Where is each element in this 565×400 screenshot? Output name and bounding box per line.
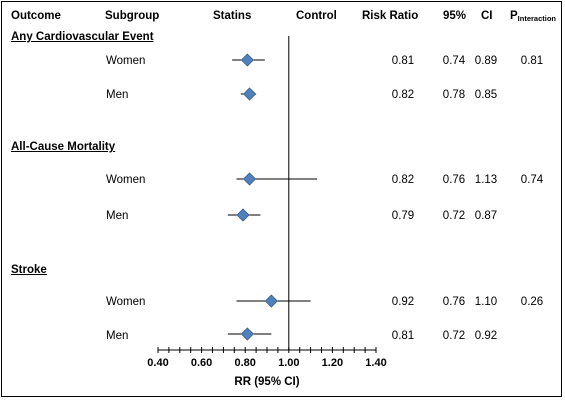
row-subgroup-2-1: Men	[106, 330, 129, 342]
row-subgroup-2-0: Women	[106, 296, 146, 308]
header-p-main: P	[510, 10, 518, 22]
row-subgroup-1-1: Men	[106, 210, 129, 222]
header-subgroup: Subgroup	[105, 10, 160, 22]
estimate-marker-0-0	[240, 53, 254, 67]
row-rr-1-0: 0.82	[391, 174, 415, 186]
x-tick-label: 1.00	[278, 357, 300, 369]
row-high-0-0: 0.89	[474, 55, 498, 67]
header-control: Control	[296, 10, 337, 22]
header-outcome: Outcome	[11, 10, 61, 22]
row-high-1-1: 0.87	[474, 210, 498, 222]
row-low-2-0: 0.76	[442, 296, 466, 308]
header-ci-low: 95%	[443, 10, 467, 22]
row-low-2-1: 0.72	[442, 330, 466, 342]
row-rr-0-1: 0.82	[391, 89, 415, 101]
group-title-2: Stroke	[11, 264, 47, 276]
estimate-marker-1-1	[236, 208, 250, 222]
x-axis-title: RR (95% CI)	[234, 376, 300, 388]
row-low-1-1: 0.72	[442, 210, 466, 222]
estimate-marker-1-0	[242, 172, 257, 186]
row-subgroup-0-1: Men	[106, 89, 129, 101]
x-tick-label: 0.60	[190, 357, 213, 369]
row-p-1: 0.74	[520, 174, 544, 186]
row-rr-2-1: 0.81	[391, 330, 415, 342]
row-high-2-1: 0.92	[474, 330, 498, 342]
row-rr-1-1: 0.79	[391, 210, 415, 222]
estimate-marker-0-1	[242, 87, 257, 101]
header-p-interaction: PInteraction	[510, 10, 557, 23]
header-risk-ratio: Risk Ratio	[362, 10, 419, 22]
row-subgroup-1-0: Women	[106, 174, 146, 186]
group-title-0: Any Cardiovascular Event	[11, 31, 154, 43]
x-tick-label: 1.20	[321, 357, 344, 369]
row-high-1-0: 1.13	[474, 174, 498, 186]
row-low-0-0: 0.74	[442, 55, 466, 67]
row-subgroup-0-0: Women	[106, 55, 146, 67]
x-tick-label: 0.40	[147, 357, 169, 369]
header-statins: Statins	[213, 10, 252, 22]
row-rr-2-0: 0.92	[391, 296, 415, 308]
row-p-2: 0.26	[520, 296, 544, 308]
row-low-1-0: 0.76	[442, 174, 466, 186]
row-rr-0-0: 0.81	[391, 55, 415, 67]
estimate-marker-2-0	[264, 294, 278, 308]
row-p-0: 0.81	[520, 55, 544, 67]
row-high-0-1: 0.85	[474, 89, 498, 101]
x-tick-label: 0.80	[234, 357, 256, 369]
group-title-1: All-Cause Mortality	[11, 141, 116, 153]
header-p-sub: Interaction	[517, 14, 557, 23]
x-tick-label: 1.40	[365, 357, 387, 369]
row-low-0-1: 0.78	[442, 89, 466, 101]
row-high-2-0: 1.10	[474, 296, 498, 308]
estimate-marker-2-1	[240, 327, 254, 341]
header-ci-high: CI	[481, 10, 493, 22]
